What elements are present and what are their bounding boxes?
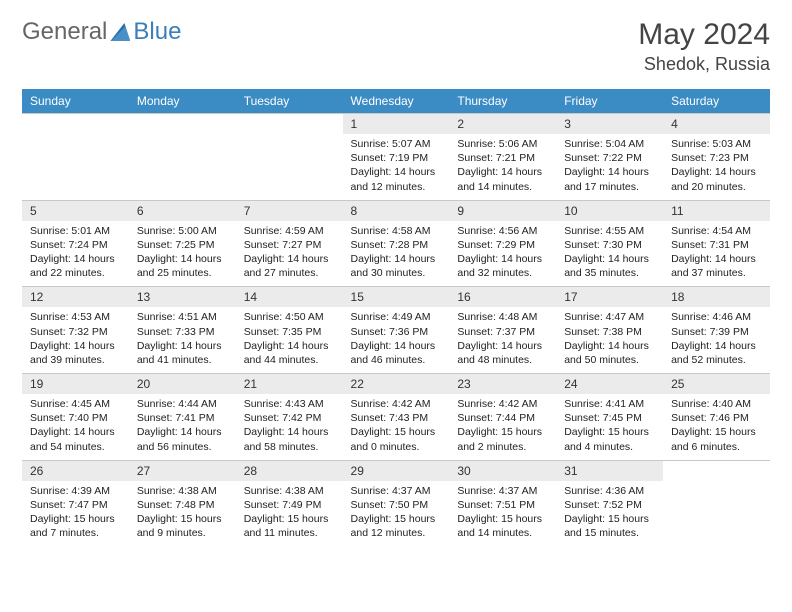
content-row: Sunrise: 4:53 AMSunset: 7:32 PMDaylight:… <box>22 307 770 373</box>
day-number: 19 <box>22 374 129 395</box>
weekday-header: Saturday <box>663 89 770 114</box>
day-content: Sunrise: 5:07 AMSunset: 7:19 PMDaylight:… <box>343 134 450 200</box>
day-number: 25 <box>663 374 770 395</box>
day-number: 29 <box>343 460 450 481</box>
day-number: 14 <box>236 287 343 308</box>
day-content: Sunrise: 4:38 AMSunset: 7:49 PMDaylight:… <box>236 481 343 547</box>
daynum-row: 12131415161718 <box>22 287 770 308</box>
day-content: Sunrise: 4:38 AMSunset: 7:48 PMDaylight:… <box>129 481 236 547</box>
day-content: Sunrise: 4:49 AMSunset: 7:36 PMDaylight:… <box>343 307 450 373</box>
day-number: 5 <box>22 200 129 221</box>
day-content: Sunrise: 4:50 AMSunset: 7:35 PMDaylight:… <box>236 307 343 373</box>
day-number: 22 <box>343 374 450 395</box>
calendar-body: 1234Sunrise: 5:07 AMSunset: 7:19 PMDayli… <box>22 114 770 547</box>
day-content: Sunrise: 4:39 AMSunset: 7:47 PMDaylight:… <box>22 481 129 547</box>
day-content: Sunrise: 4:59 AMSunset: 7:27 PMDaylight:… <box>236 221 343 287</box>
day-content: Sunrise: 4:54 AMSunset: 7:31 PMDaylight:… <box>663 221 770 287</box>
day-content: Sunrise: 4:42 AMSunset: 7:44 PMDaylight:… <box>449 394 556 460</box>
day-number <box>22 114 129 135</box>
day-number: 21 <box>236 374 343 395</box>
day-content: Sunrise: 4:55 AMSunset: 7:30 PMDaylight:… <box>556 221 663 287</box>
day-number: 11 <box>663 200 770 221</box>
title-block: May 2024 Shedok, Russia <box>638 18 770 75</box>
weekday-header: Tuesday <box>236 89 343 114</box>
day-content <box>236 134 343 200</box>
daynum-row: 1234 <box>22 114 770 135</box>
day-number: 26 <box>22 460 129 481</box>
day-number: 3 <box>556 114 663 135</box>
day-number <box>236 114 343 135</box>
calendar-table: SundayMondayTuesdayWednesdayThursdayFrid… <box>22 89 770 546</box>
weekday-header: Friday <box>556 89 663 114</box>
day-number: 16 <box>449 287 556 308</box>
day-number: 8 <box>343 200 450 221</box>
weekday-header: Sunday <box>22 89 129 114</box>
day-number: 9 <box>449 200 556 221</box>
day-number: 17 <box>556 287 663 308</box>
day-content: Sunrise: 5:01 AMSunset: 7:24 PMDaylight:… <box>22 221 129 287</box>
day-content: Sunrise: 5:04 AMSunset: 7:22 PMDaylight:… <box>556 134 663 200</box>
day-content: Sunrise: 4:46 AMSunset: 7:39 PMDaylight:… <box>663 307 770 373</box>
content-row: Sunrise: 5:07 AMSunset: 7:19 PMDaylight:… <box>22 134 770 200</box>
day-content: Sunrise: 5:03 AMSunset: 7:23 PMDaylight:… <box>663 134 770 200</box>
content-row: Sunrise: 4:39 AMSunset: 7:47 PMDaylight:… <box>22 481 770 547</box>
brand-part2: Blue <box>133 18 181 46</box>
day-content: Sunrise: 4:53 AMSunset: 7:32 PMDaylight:… <box>22 307 129 373</box>
day-number: 20 <box>129 374 236 395</box>
weekday-header: Monday <box>129 89 236 114</box>
day-content: Sunrise: 4:43 AMSunset: 7:42 PMDaylight:… <box>236 394 343 460</box>
day-content <box>663 481 770 547</box>
weekday-header: Thursday <box>449 89 556 114</box>
day-number: 28 <box>236 460 343 481</box>
day-number: 7 <box>236 200 343 221</box>
day-content: Sunrise: 4:40 AMSunset: 7:46 PMDaylight:… <box>663 394 770 460</box>
brand-part1: General <box>22 18 107 46</box>
content-row: Sunrise: 4:45 AMSunset: 7:40 PMDaylight:… <box>22 394 770 460</box>
day-number: 1 <box>343 114 450 135</box>
day-content: Sunrise: 4:37 AMSunset: 7:51 PMDaylight:… <box>449 481 556 547</box>
day-content: Sunrise: 5:00 AMSunset: 7:25 PMDaylight:… <box>129 221 236 287</box>
day-content: Sunrise: 4:51 AMSunset: 7:33 PMDaylight:… <box>129 307 236 373</box>
day-number: 18 <box>663 287 770 308</box>
day-content <box>22 134 129 200</box>
day-content: Sunrise: 5:06 AMSunset: 7:21 PMDaylight:… <box>449 134 556 200</box>
daynum-row: 262728293031 <box>22 460 770 481</box>
day-content: Sunrise: 4:37 AMSunset: 7:50 PMDaylight:… <box>343 481 450 547</box>
day-number: 13 <box>129 287 236 308</box>
day-number: 2 <box>449 114 556 135</box>
day-content: Sunrise: 4:58 AMSunset: 7:28 PMDaylight:… <box>343 221 450 287</box>
day-content: Sunrise: 4:56 AMSunset: 7:29 PMDaylight:… <box>449 221 556 287</box>
day-number: 6 <box>129 200 236 221</box>
day-content: Sunrise: 4:45 AMSunset: 7:40 PMDaylight:… <box>22 394 129 460</box>
day-content: Sunrise: 4:41 AMSunset: 7:45 PMDaylight:… <box>556 394 663 460</box>
day-number: 10 <box>556 200 663 221</box>
day-content: Sunrise: 4:44 AMSunset: 7:41 PMDaylight:… <box>129 394 236 460</box>
logo-icon <box>110 23 130 41</box>
day-number: 4 <box>663 114 770 135</box>
day-number <box>129 114 236 135</box>
content-row: Sunrise: 5:01 AMSunset: 7:24 PMDaylight:… <box>22 221 770 287</box>
day-number: 31 <box>556 460 663 481</box>
day-content <box>129 134 236 200</box>
weekday-header: Wednesday <box>343 89 450 114</box>
daynum-row: 19202122232425 <box>22 374 770 395</box>
day-number: 30 <box>449 460 556 481</box>
day-content: Sunrise: 4:42 AMSunset: 7:43 PMDaylight:… <box>343 394 450 460</box>
month-title: May 2024 <box>638 18 770 52</box>
day-number: 23 <box>449 374 556 395</box>
day-content: Sunrise: 4:36 AMSunset: 7:52 PMDaylight:… <box>556 481 663 547</box>
day-content: Sunrise: 4:48 AMSunset: 7:37 PMDaylight:… <box>449 307 556 373</box>
day-content: Sunrise: 4:47 AMSunset: 7:38 PMDaylight:… <box>556 307 663 373</box>
calendar-head: SundayMondayTuesdayWednesdayThursdayFrid… <box>22 89 770 114</box>
day-number: 15 <box>343 287 450 308</box>
weekday-row: SundayMondayTuesdayWednesdayThursdayFrid… <box>22 89 770 114</box>
location: Shedok, Russia <box>638 54 770 75</box>
day-number: 12 <box>22 287 129 308</box>
day-number: 24 <box>556 374 663 395</box>
daynum-row: 567891011 <box>22 200 770 221</box>
brand-logo: General Blue <box>22 18 181 46</box>
day-number <box>663 460 770 481</box>
header: General Blue May 2024 Shedok, Russia <box>22 18 770 75</box>
day-number: 27 <box>129 460 236 481</box>
